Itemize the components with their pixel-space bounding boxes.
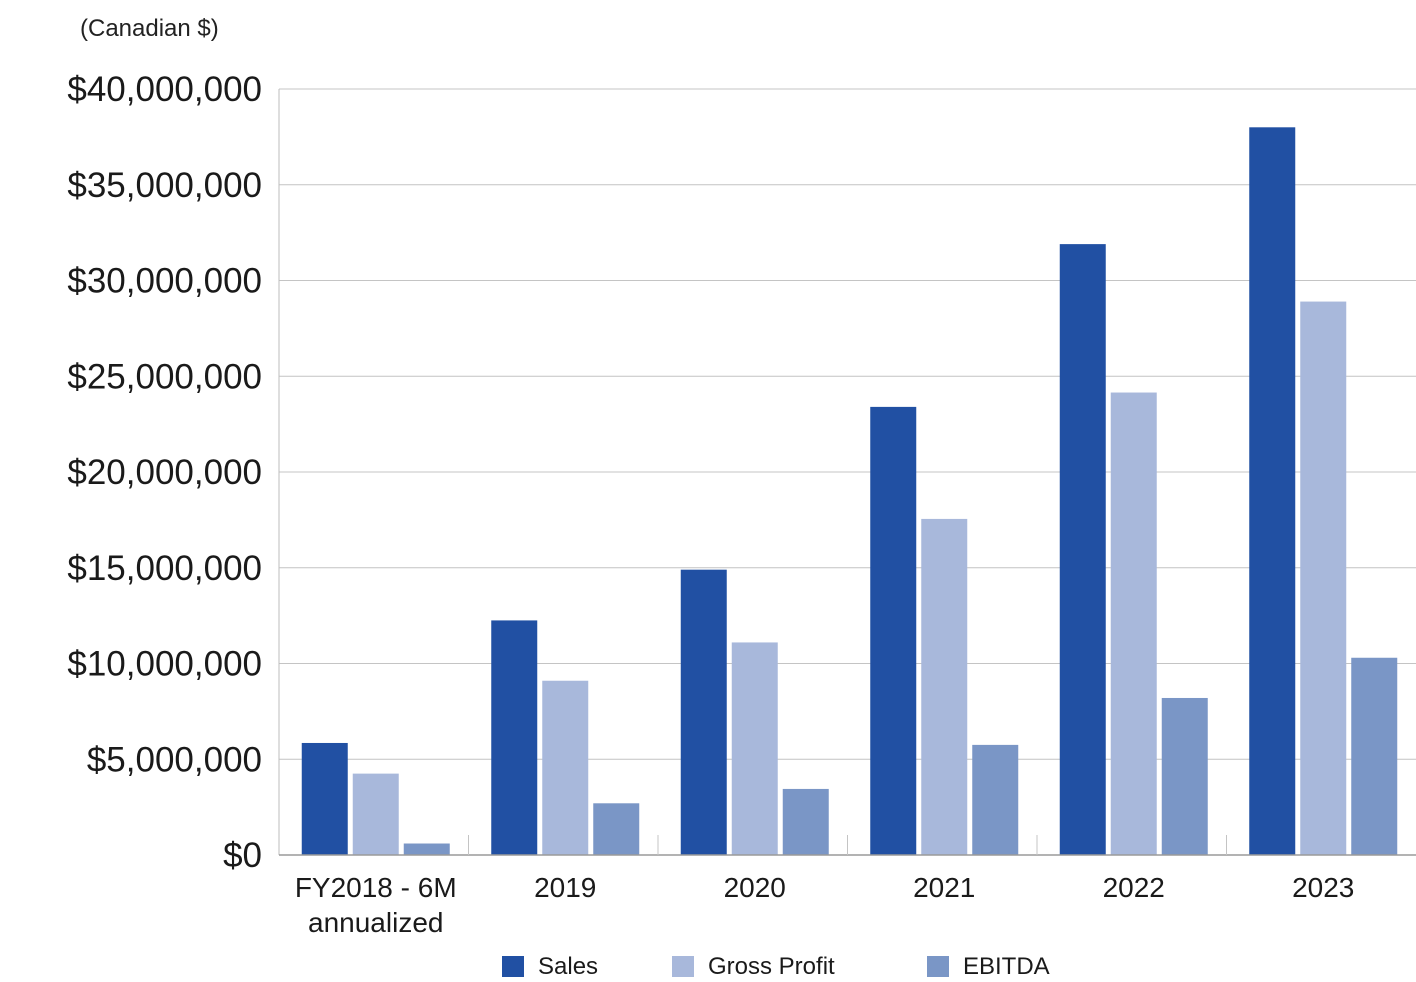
bar-gross-profit bbox=[921, 518, 968, 855]
y-tick-label: $30,000,000 bbox=[67, 262, 262, 301]
x-tick-label: 2019 bbox=[534, 872, 596, 903]
legend-label: Gross Profit bbox=[708, 953, 835, 977]
bars bbox=[301, 127, 1398, 856]
units-label: (Canadian $) bbox=[80, 15, 219, 42]
bar-ebitda bbox=[782, 788, 829, 855]
legend-swatch bbox=[502, 956, 524, 977]
bar-gross-profit bbox=[731, 642, 778, 855]
gridlines bbox=[279, 88, 1416, 760]
x-tick-label: 2021 bbox=[913, 872, 975, 903]
bar-ebitda bbox=[1161, 697, 1208, 855]
bar-ebitda bbox=[593, 803, 640, 855]
bar-gross-profit bbox=[1300, 301, 1347, 855]
bar-sales bbox=[491, 620, 538, 855]
bar-sales bbox=[301, 742, 348, 855]
bar-sales bbox=[680, 569, 727, 855]
legend-label: EBITDA bbox=[963, 953, 1050, 977]
y-tick-label: $25,000,000 bbox=[67, 357, 262, 396]
legend-label: Sales bbox=[538, 953, 598, 977]
x-tick-label: FY2018 - 6M annualized bbox=[295, 872, 457, 938]
x-tick-label: 2023 bbox=[1292, 872, 1354, 903]
bar-ebitda bbox=[972, 744, 1019, 855]
y-axis-labels: $0 $5,000,000 $10,000,000 $15,000,000 $20,00… bbox=[67, 70, 262, 875]
bar-ebitda bbox=[1351, 657, 1398, 855]
legend: Sales Gross Profit EBITDA bbox=[502, 953, 1050, 980]
y-tick-label: $10,000,000 bbox=[67, 645, 262, 684]
y-tick-label: $40,000,000 bbox=[67, 70, 262, 109]
x-tick-label: 2020 bbox=[724, 872, 786, 903]
y-tick-label: $15,000,000 bbox=[67, 549, 262, 588]
bar-ebitda bbox=[403, 843, 450, 855]
legend-swatch bbox=[927, 956, 949, 977]
legend-swatch bbox=[672, 956, 694, 977]
x-tick-label: 2022 bbox=[1103, 872, 1165, 903]
bar-gross-profit bbox=[542, 680, 589, 855]
y-tick-label: $5,000,000 bbox=[87, 740, 262, 779]
y-tick-label: $0 bbox=[223, 836, 262, 875]
x-axis-labels: FY2018 - 6M annualized 2019 2020 2021 2022 202… bbox=[295, 872, 1355, 938]
y-tick-label: $20,000,000 bbox=[67, 453, 262, 492]
bar-sales bbox=[1059, 244, 1106, 856]
y-tick-label: $35,000,000 bbox=[67, 166, 262, 205]
x-axis bbox=[278, 89, 1416, 856]
bar-sales bbox=[1249, 127, 1296, 856]
bar-gross-profit bbox=[1110, 392, 1157, 855]
bar-sales bbox=[870, 406, 917, 855]
bar-gross-profit bbox=[352, 773, 399, 855]
